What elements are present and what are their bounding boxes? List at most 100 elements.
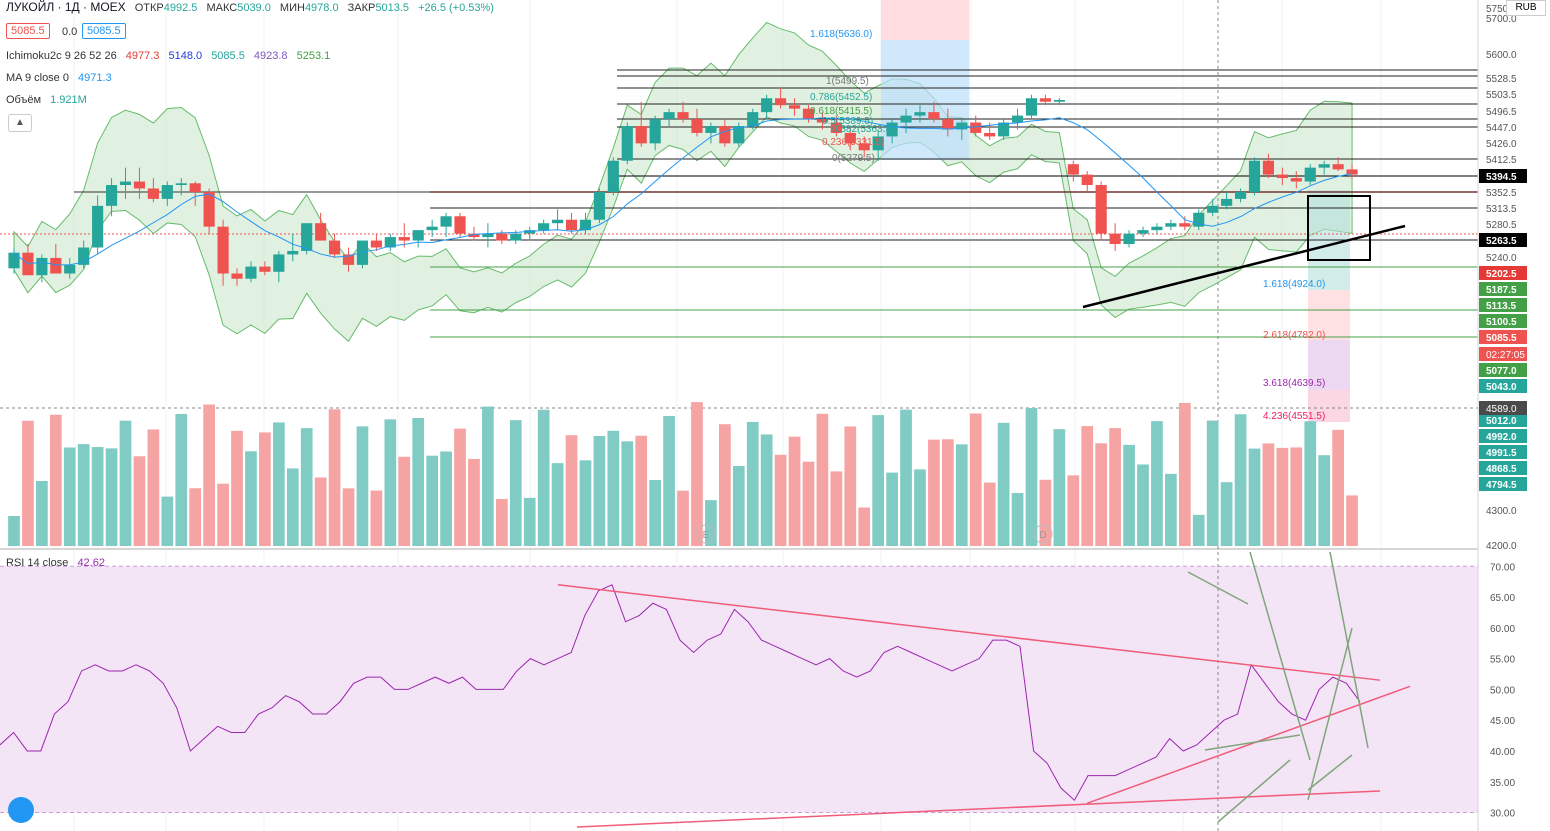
volume-bar <box>830 471 843 546</box>
volume-bar <box>1304 421 1317 546</box>
candle-body <box>1123 233 1135 245</box>
candle-body <box>565 219 578 231</box>
rsi-sketch-line <box>1307 754 1353 791</box>
candle <box>1095 181 1107 241</box>
candle-body <box>1332 164 1344 170</box>
volume-bar <box>495 498 508 546</box>
tradingview-logo-icon[interactable] <box>8 797 34 823</box>
candle <box>1290 171 1302 189</box>
volume-bar <box>509 420 522 546</box>
candle-body <box>440 216 452 227</box>
fib-zone-red <box>881 0 969 40</box>
candle-body <box>524 230 536 234</box>
candle <box>663 108 675 127</box>
candle <box>440 212 452 238</box>
candle-body <box>78 247 90 265</box>
volume-bar <box>1234 414 1247 546</box>
volume-bar <box>1123 444 1135 546</box>
price-tick-label: 5447.0 <box>1486 123 1517 134</box>
price-tick-label: 5496.5 <box>1486 107 1517 118</box>
candle <box>593 188 605 224</box>
ichimoku-legend[interactable]: Ichimoku2c 9 26 52 26 4977.3 5148.0 5085… <box>6 50 336 62</box>
rsi-trendline-upper <box>557 584 1381 681</box>
candle <box>942 108 954 137</box>
candle <box>133 167 146 199</box>
rsi-label: RSI 14 close <box>6 557 69 569</box>
volume-bar <box>677 490 689 546</box>
volume-bar <box>1011 493 1024 546</box>
volume-bar <box>454 428 466 546</box>
volume-bar <box>523 497 536 546</box>
volume-legend[interactable]: Объём 1.921M <box>6 94 93 106</box>
volume-bar <box>607 430 620 546</box>
volume-bar <box>649 480 662 546</box>
candle <box>342 247 355 272</box>
candle <box>36 254 48 283</box>
candle <box>231 268 243 286</box>
candle-body <box>1081 174 1093 186</box>
candle-body <box>412 230 424 241</box>
candle-body <box>900 115 912 123</box>
volume-bar <box>858 507 871 546</box>
price-tick-label: 5280.5 <box>1486 220 1517 231</box>
sell-price-box[interactable]: 5085.5 <box>6 23 50 39</box>
volume-bar <box>1165 473 1177 546</box>
volume-bar <box>119 420 132 546</box>
candle <box>565 212 578 234</box>
ichimoku-label: Ichimoku2c 9 26 52 26 <box>6 50 117 62</box>
candle <box>259 261 271 276</box>
candle <box>329 233 341 258</box>
candle-body <box>1137 230 1149 234</box>
candle-body <box>1067 164 1079 175</box>
candle <box>1179 216 1191 231</box>
price-tick-label: 5100.5 <box>1486 317 1517 328</box>
highlight-box <box>1307 195 1371 261</box>
volume-bar <box>91 447 104 546</box>
volume-bar <box>663 415 675 546</box>
candle-body <box>705 126 717 133</box>
volume-bar <box>175 414 188 546</box>
buy-price-box[interactable]: 5085.5 <box>82 23 126 39</box>
candle <box>538 219 550 234</box>
candle <box>468 226 480 241</box>
currency-badge[interactable]: RUB <box>1506 0 1546 16</box>
volume-bar <box>440 451 452 546</box>
candle <box>719 119 731 147</box>
volume-bar <box>147 429 160 546</box>
candle-body <box>914 112 926 116</box>
candle <box>761 94 773 120</box>
ma-legend[interactable]: MA 9 close 0 4971.3 <box>6 72 118 84</box>
chevron-up-icon[interactable]: ▲ <box>8 114 32 132</box>
candle <box>552 209 564 231</box>
symbol-title[interactable]: ЛУКОЙЛ · 1Д · MOEX <box>6 0 126 14</box>
volume-bar <box>691 402 703 546</box>
candle-body <box>830 122 842 133</box>
rsi-legend[interactable]: RSI 14 close 42.62 <box>6 557 111 569</box>
candle <box>315 212 327 241</box>
candle <box>398 223 410 248</box>
price-tick-label: 5750.0 <box>1486 4 1517 15</box>
price-tag-bg <box>1479 445 1527 459</box>
fib-label: 0.618(5415.5) <box>810 106 872 117</box>
volume-bar <box>77 444 90 546</box>
volume-bar <box>1276 447 1289 546</box>
high-value: 5039.0 <box>237 2 271 14</box>
candle-body <box>1095 185 1107 234</box>
candle <box>1165 219 1177 231</box>
open-value: 4992.5 <box>163 2 198 14</box>
candle <box>1081 171 1093 192</box>
candle-body <box>1290 178 1302 182</box>
candle-body <box>217 226 229 274</box>
price-tag-bg <box>1479 282 1527 296</box>
rsi-tick-label: 45.00 <box>1490 716 1515 727</box>
fib-label: 3.618(4639.5) <box>1263 378 1325 389</box>
candle <box>1318 160 1330 175</box>
rsi-value: 42.62 <box>77 557 105 569</box>
price-tag-bg <box>1479 298 1527 312</box>
candle-body <box>1318 164 1330 168</box>
candle-body <box>496 233 508 241</box>
volume-bar <box>1192 514 1205 546</box>
candle-body <box>1262 160 1275 175</box>
ichimoku-value-5: 5253.1 <box>296 50 331 62</box>
